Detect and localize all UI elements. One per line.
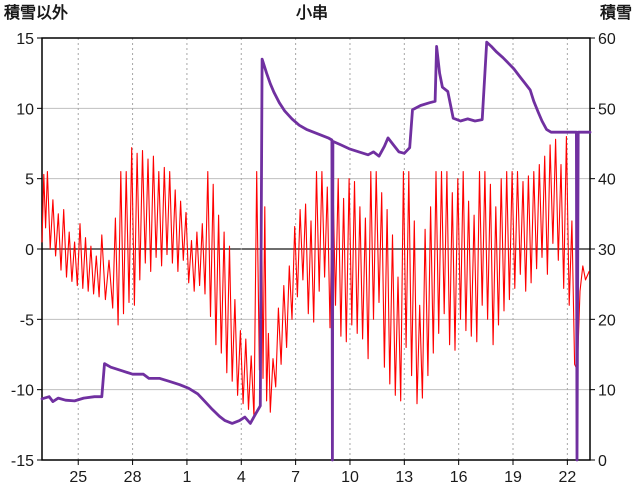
left-axis-tick-label: -10: [11, 383, 34, 400]
x-axis-tick-label: 28: [124, 469, 142, 486]
right-axis-tick-label: 10: [598, 383, 616, 400]
chart-plot-area: -15 -10 -5 0 5 10 15 0 10 20 30 40 50 60 25 28 1 4 7 10 13 16…: [11, 31, 616, 486]
chart-title: 小串: [296, 3, 328, 22]
x-axis-tick-label: 1: [182, 469, 191, 486]
x-axis-tick-label: 13: [395, 469, 413, 486]
right-axis-tick-label: 40: [598, 172, 616, 189]
red-temperature-line: [41, 135, 590, 419]
right-axis-tick-label: 60: [598, 31, 616, 48]
left-axis-title: 積雪以外: [3, 3, 68, 22]
right-axis-title: 積雪: [599, 3, 632, 22]
right-axis-tick-label: 50: [598, 101, 616, 118]
left-axis-tick-label: 5: [25, 172, 34, 189]
x-axis-tick-label: 16: [450, 469, 468, 486]
x-axis-tick-label: 22: [558, 469, 576, 486]
x-axis-tick-label: 10: [341, 469, 359, 486]
left-axis-tick-label: -5: [20, 312, 34, 329]
x-axis-tick-label: 7: [291, 469, 300, 486]
left-axis-tick-label: 10: [16, 101, 34, 118]
x-axis-tick-label: 19: [504, 469, 522, 486]
right-axis-tick-label: 20: [598, 312, 616, 329]
purple-snowdepth-line: [40, 40, 592, 462]
x-axis-tick-label: 4: [237, 469, 246, 486]
right-axis-tick-label: 0: [598, 453, 607, 470]
left-axis-tick-label: -15: [11, 453, 34, 470]
x-axis-tick-label: 25: [69, 469, 87, 486]
right-axis-tick-label: 30: [598, 242, 616, 259]
left-axis-tick-label: 15: [16, 31, 34, 48]
left-axis-tick-label: 0: [25, 242, 34, 259]
